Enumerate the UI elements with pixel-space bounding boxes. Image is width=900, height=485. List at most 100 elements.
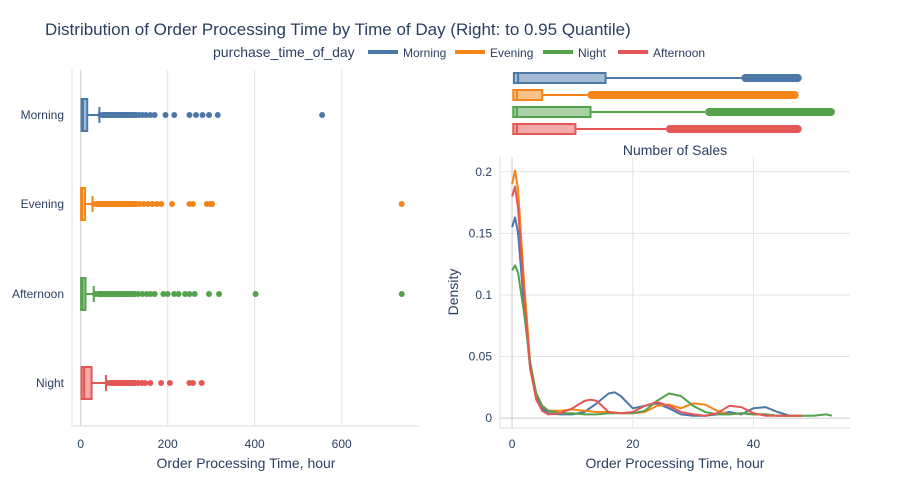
x-axis-title: Order Processing Time, hour [586, 455, 765, 471]
outlier-point [160, 291, 167, 297]
outlier-point [123, 201, 130, 207]
outlier-point [140, 201, 147, 207]
outlier-point [158, 201, 165, 207]
x-tick-label: 0 [77, 437, 84, 451]
outlier-point [189, 201, 196, 207]
box-body [80, 366, 93, 400]
outlier-point [142, 380, 149, 386]
outlier-point [147, 380, 154, 386]
x-tick-label: 400 [245, 437, 265, 451]
outlier-point [192, 112, 199, 118]
outlier-point [104, 291, 111, 297]
outlier-point [171, 291, 178, 297]
outlier-band [705, 108, 835, 116]
y-tick-label: 0.05 [469, 350, 493, 364]
legend-label: Afternoon [653, 46, 705, 60]
outlier-point [117, 291, 124, 297]
outlier-point [147, 112, 154, 118]
outlier-point [252, 291, 259, 297]
box-evening [80, 187, 405, 221]
outlier-point [189, 380, 196, 386]
outlier-point [162, 112, 169, 118]
outlier-point [214, 112, 221, 118]
outlier-point [109, 291, 116, 297]
outlier-point [158, 380, 165, 386]
outlier-point [145, 201, 152, 207]
y-axis-title: Density [445, 269, 461, 316]
legend-label: Night [578, 46, 607, 60]
outlier-band [587, 91, 799, 99]
y-tick-label: 0.15 [469, 226, 493, 240]
outlier-point [101, 201, 108, 207]
box-afternoon [80, 277, 405, 311]
box-body [512, 72, 607, 84]
outlier-point [151, 112, 158, 118]
density-plot-panel: 0 0.05 0.1 0.15 0.2 0 20 40 Order Processing Tim… [445, 157, 850, 471]
outlier-point [198, 380, 205, 386]
y-tick-label: 0.2 [475, 165, 492, 179]
outlier-point [151, 291, 158, 297]
x-tick-label: 200 [158, 437, 178, 451]
y-tick-label: 0 [485, 411, 492, 425]
outlier-point [127, 201, 134, 207]
legend-item-evening[interactable]: Evening [455, 46, 533, 60]
legend-item-afternoon[interactable]: Afternoon [618, 46, 705, 60]
outlier-point [166, 380, 173, 386]
outlier-point [119, 201, 126, 207]
outlier-point [182, 291, 189, 297]
outlier-point [191, 291, 198, 297]
box-night [80, 366, 205, 400]
outlier-point [110, 201, 117, 207]
density-line-night [511, 264, 833, 417]
y-tick-label: Night [36, 376, 65, 390]
outlier-point [114, 201, 121, 207]
outlier-point [126, 291, 133, 297]
density-line-afternoon [511, 185, 802, 417]
outlier-point [130, 291, 137, 297]
outlier-point [398, 291, 405, 297]
outlier-point [149, 201, 156, 207]
chart-title: Distribution of Order Processing Time by… [45, 20, 631, 39]
subplot-title: Number of Sales [623, 142, 727, 158]
outlier-point [113, 291, 120, 297]
top-box-evening [512, 89, 799, 101]
top-box-afternoon [512, 123, 802, 135]
outlier-point [206, 291, 213, 297]
outlier-band [741, 74, 802, 82]
box-body [80, 98, 89, 132]
x-tick-label: 20 [626, 437, 640, 451]
outlier-point [169, 201, 176, 207]
outlier-point [153, 201, 160, 207]
legend[interactable]: purchase_time_of_day Morning Evening Night… [213, 44, 705, 60]
outlier-point [206, 112, 213, 118]
outlier-point [105, 201, 112, 207]
outlier-point [164, 291, 171, 297]
box-body [512, 89, 544, 101]
outlier-point [199, 112, 206, 118]
outlier-point [398, 201, 405, 207]
outlier-point [186, 112, 193, 118]
left-boxplot-panel: 0 200 400 600 Order Processing Time, hour Mor… [12, 70, 420, 471]
outlier-point [319, 112, 326, 118]
y-tick-label: 0.1 [475, 288, 492, 302]
y-tick-label: Evening [21, 197, 64, 211]
outlier-point [132, 201, 139, 207]
legend-title: purchase_time_of_day [213, 44, 355, 60]
outlier-point [136, 201, 143, 207]
box-morning [80, 98, 326, 132]
box-body [512, 106, 592, 118]
legend-label: Morning [403, 46, 446, 60]
top-box-morning [512, 72, 802, 84]
y-tick-label: Morning [21, 108, 64, 122]
outlier-band [665, 125, 802, 133]
outlier-point [100, 291, 107, 297]
outlier-point [171, 112, 178, 118]
top-right-boxplot-panel: Number of Sales [512, 72, 835, 158]
box-body [512, 123, 577, 135]
legend-item-night[interactable]: Night [543, 46, 607, 60]
outlier-point [139, 291, 146, 297]
legend-item-morning[interactable]: Morning [368, 46, 446, 60]
top-box-night [512, 106, 835, 118]
outlier-point [186, 291, 193, 297]
